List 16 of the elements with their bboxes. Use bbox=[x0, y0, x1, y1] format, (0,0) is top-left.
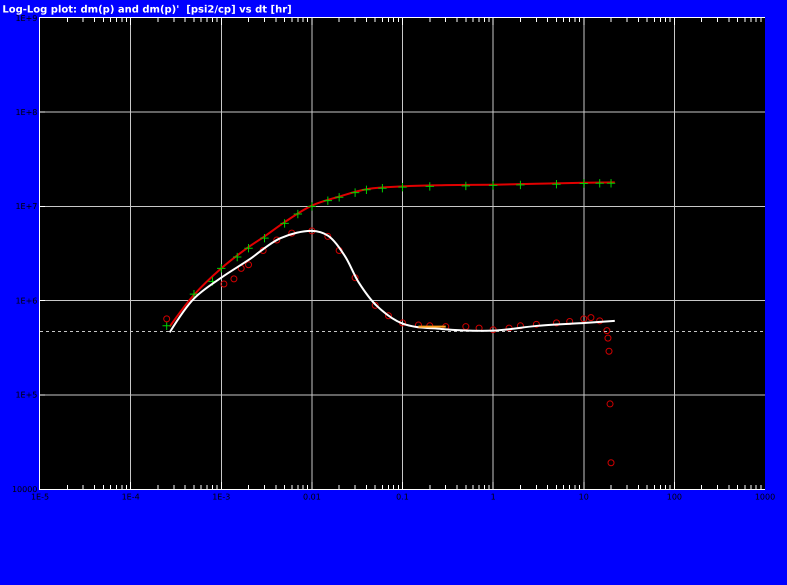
x-tick-label: 100 bbox=[666, 492, 682, 502]
x-tick-label: 1E-3 bbox=[212, 492, 230, 502]
x-tick-label: 0.01 bbox=[302, 492, 321, 502]
y-tick-label: 1E+6 bbox=[15, 296, 38, 306]
x-tick-label: 1 bbox=[490, 492, 496, 502]
x-tick-label: 10 bbox=[578, 492, 589, 502]
y-tick-label: 1E+9 bbox=[15, 14, 38, 23]
y-tick-label: 1E+8 bbox=[15, 108, 38, 117]
x-tick-label: 1000 bbox=[754, 492, 776, 502]
y-tick-label: 1E+5 bbox=[15, 390, 38, 400]
y-tick-label: 1E+7 bbox=[15, 202, 38, 212]
y-tick-label: 10000 bbox=[12, 484, 38, 494]
x-tick-label: 1E-5 bbox=[30, 492, 50, 502]
x-tick-label: 0.1 bbox=[396, 492, 409, 502]
chart-title: Log-Log plot: dm(p) and dm(p)' [psi2/cp] vs dt [hr] bbox=[2, 4, 292, 16]
x-tick-label: 1E-4 bbox=[122, 492, 140, 502]
